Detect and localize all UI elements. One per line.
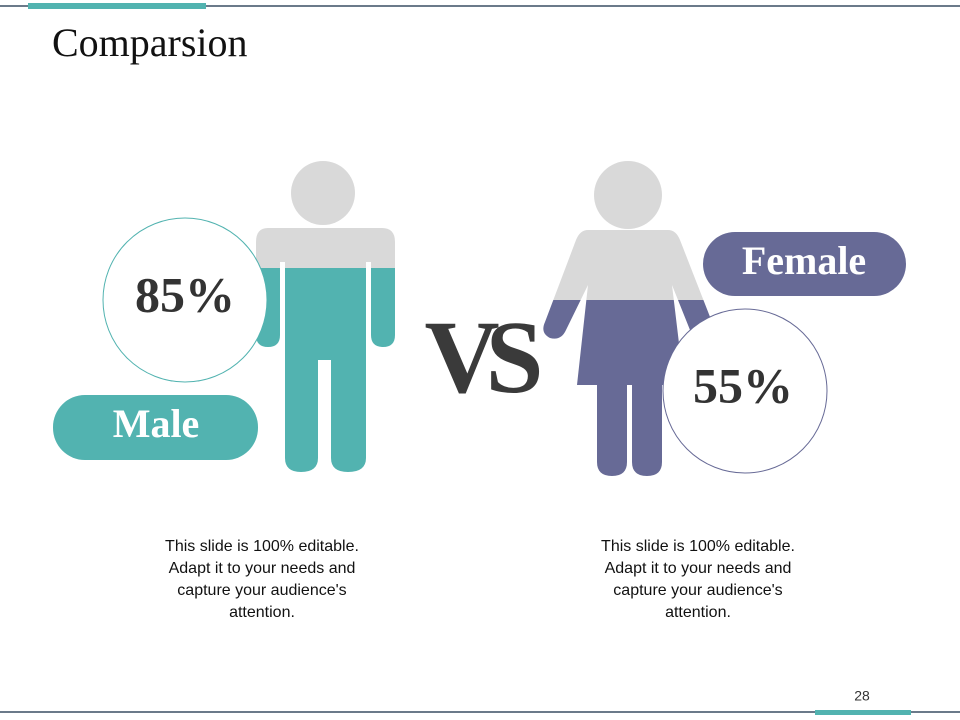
female-pill bbox=[703, 232, 906, 296]
page-number: 28 bbox=[854, 688, 870, 704]
male-pill bbox=[53, 395, 258, 460]
male-circle bbox=[102, 217, 268, 383]
bottom-accent bbox=[815, 710, 911, 715]
top-accent bbox=[28, 3, 206, 9]
description-line: Adapt it to your needs and bbox=[169, 560, 356, 577]
male-percent: 85% bbox=[135, 266, 235, 322]
description-line: attention. bbox=[229, 604, 295, 621]
male-label: Male bbox=[113, 401, 200, 446]
description-line: attention. bbox=[665, 604, 731, 621]
description-line: Adapt it to your needs and bbox=[605, 560, 792, 577]
descriptions: This slide is 100% editable. Adapt it to … bbox=[165, 538, 795, 621]
description-line: capture your audience's bbox=[613, 582, 782, 599]
vs: VS bbox=[425, 300, 540, 415]
title: Comparsion bbox=[52, 20, 248, 65]
description-line: capture your audience's bbox=[177, 582, 346, 599]
female-circle bbox=[662, 308, 828, 474]
female-percent: 55% bbox=[693, 357, 793, 413]
male-figure bbox=[256, 161, 395, 472]
female-label: Female bbox=[742, 238, 866, 283]
description-line: This slide is 100% editable. bbox=[165, 538, 359, 555]
description-line: This slide is 100% editable. bbox=[601, 538, 795, 555]
